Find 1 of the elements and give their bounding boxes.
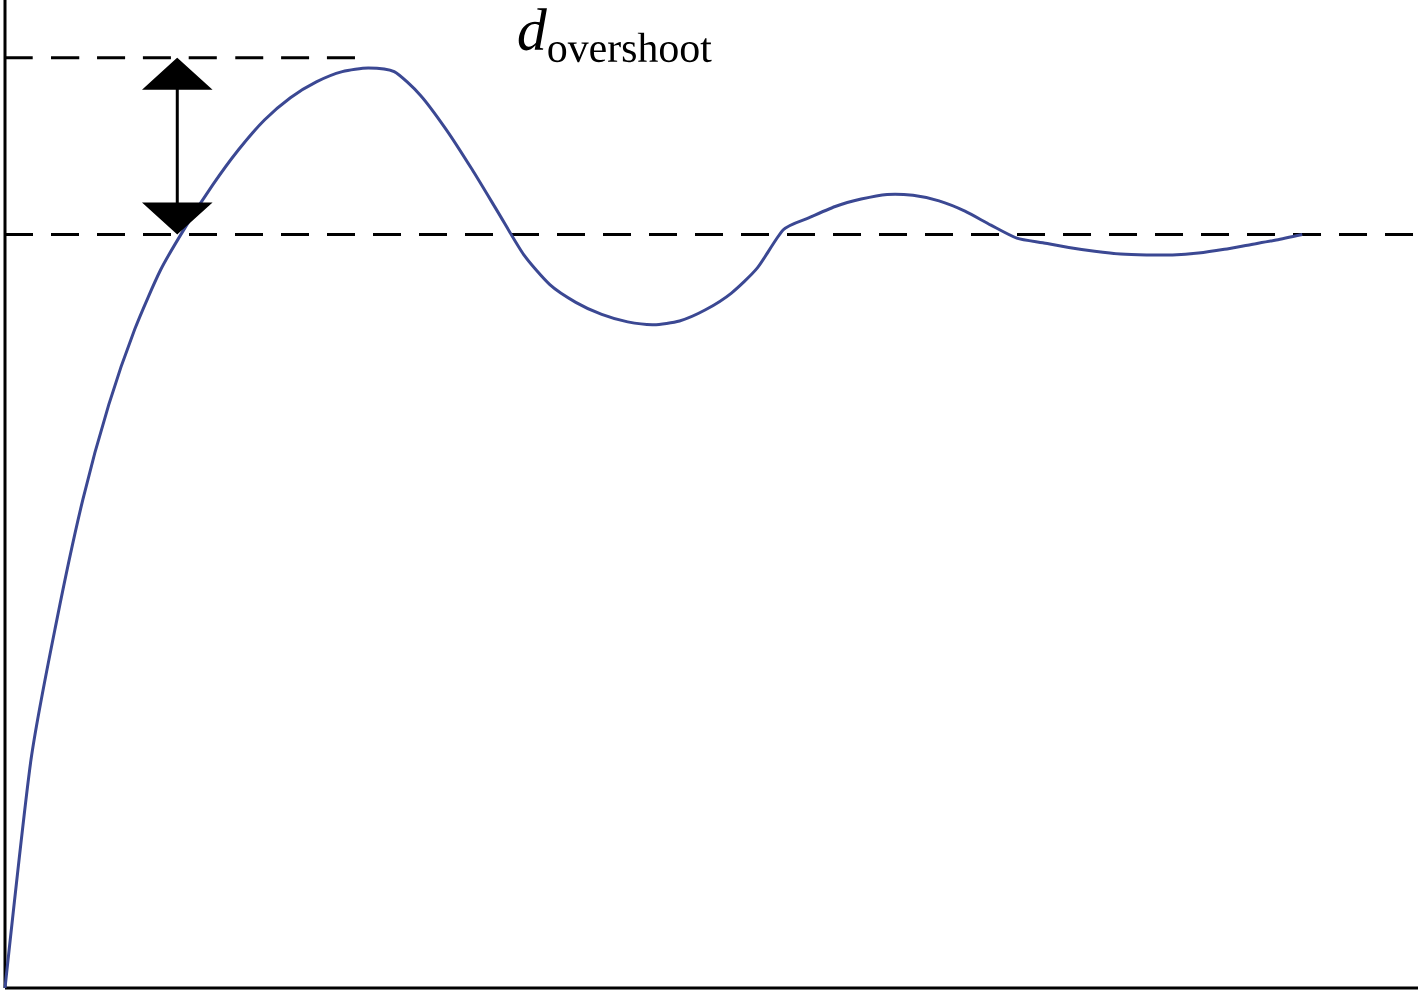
annotation: $\mathit{d}_{\mathrm{overshoot}}$	[518, 8, 712, 63]
